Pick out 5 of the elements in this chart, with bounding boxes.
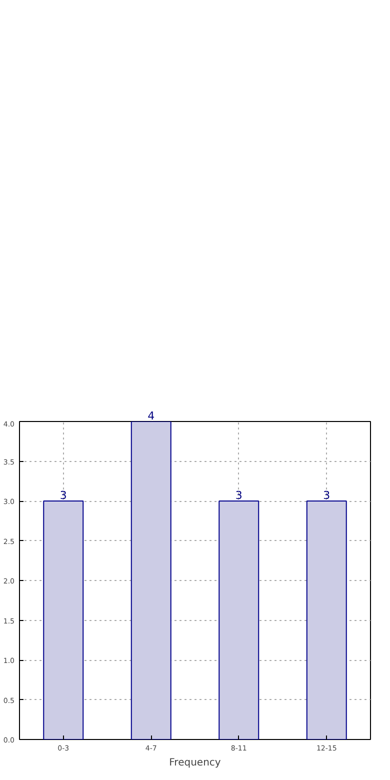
data-label: 3	[60, 489, 67, 502]
data-label: 3	[235, 489, 242, 502]
data-label: 4	[148, 410, 155, 422]
x-axis-title: Frequency	[169, 758, 221, 768]
data-label: 3	[323, 489, 330, 502]
